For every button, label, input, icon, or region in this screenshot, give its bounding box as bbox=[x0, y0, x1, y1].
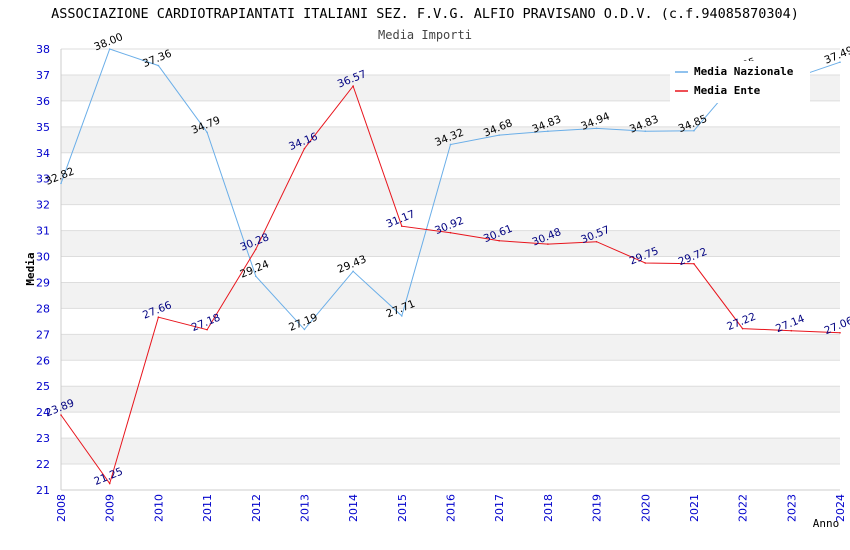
data-label: 21.25 bbox=[92, 466, 124, 488]
y-tick-label: 30 bbox=[36, 251, 50, 264]
y-tick-label: 33 bbox=[36, 173, 50, 186]
y-tick-label: 25 bbox=[36, 380, 50, 393]
legend-label-media-nazionale: Media Nazionale bbox=[694, 65, 794, 78]
chart-subtitle: Media Importi bbox=[378, 28, 472, 42]
data-point bbox=[60, 182, 62, 185]
x-tick-label: 2013 bbox=[298, 494, 311, 522]
plot-bands bbox=[61, 74, 840, 465]
y-tick-label: 35 bbox=[36, 121, 50, 134]
data-label: 38.00 bbox=[92, 31, 124, 53]
y-tick-label: 29 bbox=[36, 276, 50, 289]
data-point bbox=[303, 147, 306, 150]
x-tick-label: 2016 bbox=[445, 494, 458, 522]
data-point bbox=[790, 329, 793, 332]
data-label: 27.22 bbox=[725, 311, 757, 333]
x-tick-label: 2021 bbox=[688, 494, 701, 522]
data-point bbox=[839, 61, 841, 64]
data-label: 27.14 bbox=[774, 313, 807, 336]
data-point bbox=[352, 270, 354, 273]
data-point bbox=[401, 225, 403, 227]
plot-band bbox=[61, 282, 840, 309]
y-tick-label: 28 bbox=[36, 302, 50, 315]
data-point bbox=[60, 414, 62, 416]
data-point bbox=[644, 130, 647, 133]
x-tick-label: 2022 bbox=[737, 494, 750, 522]
data-point bbox=[595, 240, 598, 243]
y-tick-label: 23 bbox=[36, 432, 50, 445]
y-axis-title: Media bbox=[24, 252, 37, 285]
chart-title: ASSOCIAZIONE CARDIOTRAPIANTATI ITALIANI … bbox=[51, 6, 799, 22]
gridlines bbox=[60, 48, 840, 491]
data-label: 37.36 bbox=[141, 48, 174, 71]
y-axis: 21 22 23 24 25 26 27 28 29 30 31 32 33 34 35 36 37 38 bbox=[36, 43, 50, 497]
y-tick-label: 26 bbox=[36, 354, 50, 367]
y-tick-label: 31 bbox=[36, 225, 50, 238]
data-label: 27.19 bbox=[287, 311, 319, 333]
x-tick-label: 2015 bbox=[396, 494, 409, 522]
data-point bbox=[644, 262, 647, 264]
data-point bbox=[547, 130, 549, 133]
data-label: 27.06 bbox=[823, 315, 850, 338]
x-tick-label: 2019 bbox=[591, 494, 604, 522]
data-point bbox=[449, 231, 452, 234]
legend-label-media-ente: Media Ente bbox=[694, 84, 761, 97]
data-point bbox=[108, 48, 111, 50]
data-point bbox=[157, 316, 160, 319]
y-tick-label: 34 bbox=[36, 147, 50, 160]
x-tick-label: 2020 bbox=[639, 494, 652, 522]
data-point bbox=[206, 131, 208, 134]
x-tick-label: 2009 bbox=[104, 494, 117, 522]
data-point bbox=[693, 129, 695, 132]
x-tick-label: 2024 bbox=[834, 494, 847, 522]
x-tick-label: 2012 bbox=[250, 494, 263, 522]
y-tick-label: 32 bbox=[36, 199, 50, 212]
x-tick-label: 2010 bbox=[152, 494, 165, 522]
y-tick-label: 36 bbox=[36, 95, 50, 108]
data-point bbox=[157, 64, 160, 67]
legend: Media Nazionale Media Ente bbox=[670, 61, 810, 103]
data-point bbox=[352, 85, 354, 87]
data-point bbox=[693, 262, 695, 265]
data-label: 29.24 bbox=[238, 258, 271, 281]
data-point bbox=[449, 143, 452, 146]
y-tick-label: 22 bbox=[36, 458, 50, 471]
data-point bbox=[595, 127, 598, 130]
data-point bbox=[303, 328, 306, 331]
data-point bbox=[206, 328, 208, 331]
data-point bbox=[498, 239, 500, 242]
plot-band bbox=[61, 438, 840, 465]
y-tick-label: 38 bbox=[36, 43, 50, 56]
x-axis: 2008 2009 2010 2011 2012 2013 2014 2015 2016 2017… bbox=[55, 494, 847, 522]
data-point bbox=[547, 243, 549, 245]
plot-band bbox=[61, 178, 840, 205]
y-tick-label: 37 bbox=[36, 69, 50, 82]
data-point bbox=[254, 248, 257, 251]
data-point bbox=[498, 134, 500, 136]
data-point bbox=[254, 275, 257, 278]
data-point bbox=[401, 315, 403, 317]
y-tick-label: 24 bbox=[36, 406, 50, 419]
x-tick-label: 2011 bbox=[201, 494, 214, 522]
plot-band bbox=[61, 230, 840, 257]
x-axis-title: Anno bbox=[813, 517, 840, 530]
y-tick-label: 27 bbox=[36, 328, 50, 341]
plot-band bbox=[61, 386, 840, 413]
plot-band bbox=[61, 334, 840, 361]
x-tick-label: 2008 bbox=[55, 494, 68, 522]
legend-box bbox=[670, 61, 810, 103]
x-tick-label: 2023 bbox=[785, 494, 798, 522]
y-tick-label: 21 bbox=[36, 484, 50, 497]
series-group bbox=[60, 48, 841, 485]
data-point bbox=[741, 327, 744, 330]
x-tick-label: 2017 bbox=[493, 494, 506, 522]
data-point bbox=[108, 482, 111, 485]
data-label: 27.18 bbox=[190, 312, 222, 334]
data-label: 23.89 bbox=[44, 397, 76, 419]
x-tick-label: 2014 bbox=[347, 494, 360, 522]
plot-band bbox=[61, 126, 840, 153]
x-tick-label: 2018 bbox=[542, 494, 555, 522]
data-point bbox=[839, 331, 841, 334]
